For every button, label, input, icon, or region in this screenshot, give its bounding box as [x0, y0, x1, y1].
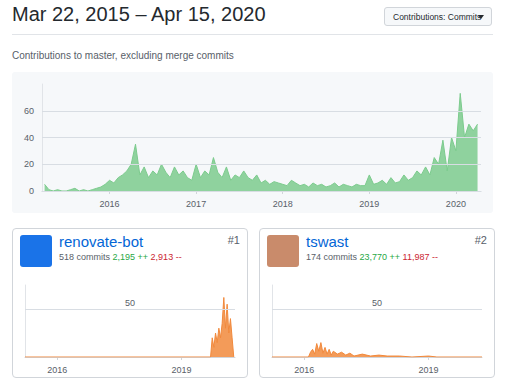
- html-text:#1: #1: [227, 234, 240, 246]
- html-text:#2: #2: [474, 234, 487, 246]
- svg-text:20: 20: [24, 159, 34, 169]
- svg-text:0: 0: [29, 186, 34, 196]
- html-text:tswast: tswast: [306, 233, 349, 250]
- html-text:renovate-bot: renovate-bot: [59, 233, 144, 250]
- svg-text:2016: 2016: [100, 199, 120, 209]
- html-text:518 commits 2,195 ++ 2,913 --: 518 commits 2,195 ++ 2,913 --: [59, 252, 182, 262]
- svg-text:50: 50: [372, 298, 382, 308]
- svg-text:50: 50: [125, 298, 135, 308]
- svg-text:40: 40: [24, 133, 34, 143]
- html-text:Mar 22, 2015 – Apr 15, 2020: Mar 22, 2015 – Apr 15, 2020: [12, 3, 266, 25]
- svg-text:60: 60: [24, 106, 34, 116]
- html-text:174 commits 23,770 ++ 11,987 -: 174 commits 23,770 ++ 11,987 --: [306, 252, 438, 262]
- svg-text:2017: 2017: [186, 199, 206, 209]
- html-text:Contributions to master, exclu: Contributions to master, excluding merge…: [12, 50, 234, 61]
- svg-text:2016: 2016: [294, 365, 314, 375]
- svg-text:2020: 2020: [446, 199, 466, 209]
- svg-text:2019: 2019: [172, 365, 192, 375]
- svg-text:2016: 2016: [47, 365, 67, 375]
- html-text:Contributions: Commits: Contributions: Commits: [393, 12, 482, 22]
- svg-text:2019: 2019: [359, 199, 379, 209]
- svg-text:2018: 2018: [273, 199, 293, 209]
- svg-text:2019: 2019: [419, 365, 439, 375]
